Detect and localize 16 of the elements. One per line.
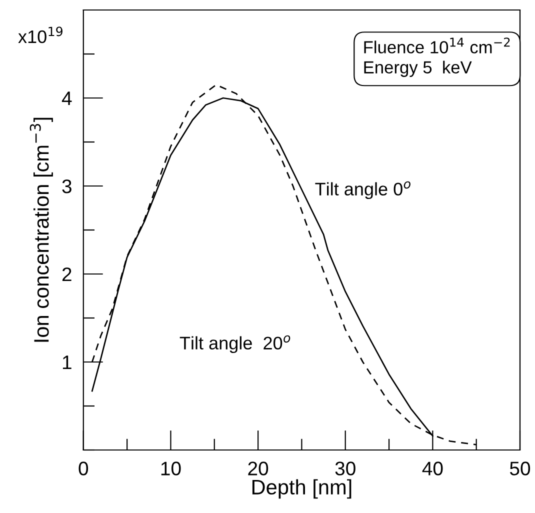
text: x10$^{19}$ xyxy=(18,26,62,44)
x-tick-label: 20 xyxy=(248,462,268,476)
y-axis-title: Ion concentration [cm$^{−3}$] xyxy=(30,118,53,342)
annotation: Tilt angle 0$^{o}$ xyxy=(315,181,410,200)
x-axis-title: Depth [nm] xyxy=(252,479,352,499)
y-tick-label: 1 xyxy=(62,356,72,370)
x-tick-label: 30 xyxy=(335,462,356,476)
x-tick-label: 50 xyxy=(510,462,530,476)
x-tick-label: 0 xyxy=(78,462,88,476)
annotation: Tilt angle 20$^{o}$ xyxy=(180,335,290,354)
x-tick-label: 10 xyxy=(161,462,181,476)
y-tick-label: 4 xyxy=(62,92,72,106)
y-tick-label: 2 xyxy=(62,267,72,282)
text: Fluence 10$^{14}$ cm$^{−2}$ Energy 5 keV xyxy=(364,38,510,77)
x-tick-label: 40 xyxy=(422,462,443,476)
y-tick-label: 3 xyxy=(62,179,72,194)
